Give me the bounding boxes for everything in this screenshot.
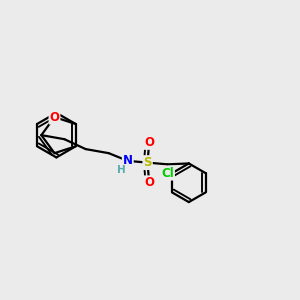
Text: O: O [50, 111, 59, 124]
Text: N: N [123, 154, 133, 167]
Text: S: S [143, 156, 152, 169]
Text: O: O [144, 176, 154, 189]
Text: H: H [117, 165, 126, 175]
Text: Cl: Cl [161, 167, 174, 180]
Text: O: O [144, 136, 154, 149]
